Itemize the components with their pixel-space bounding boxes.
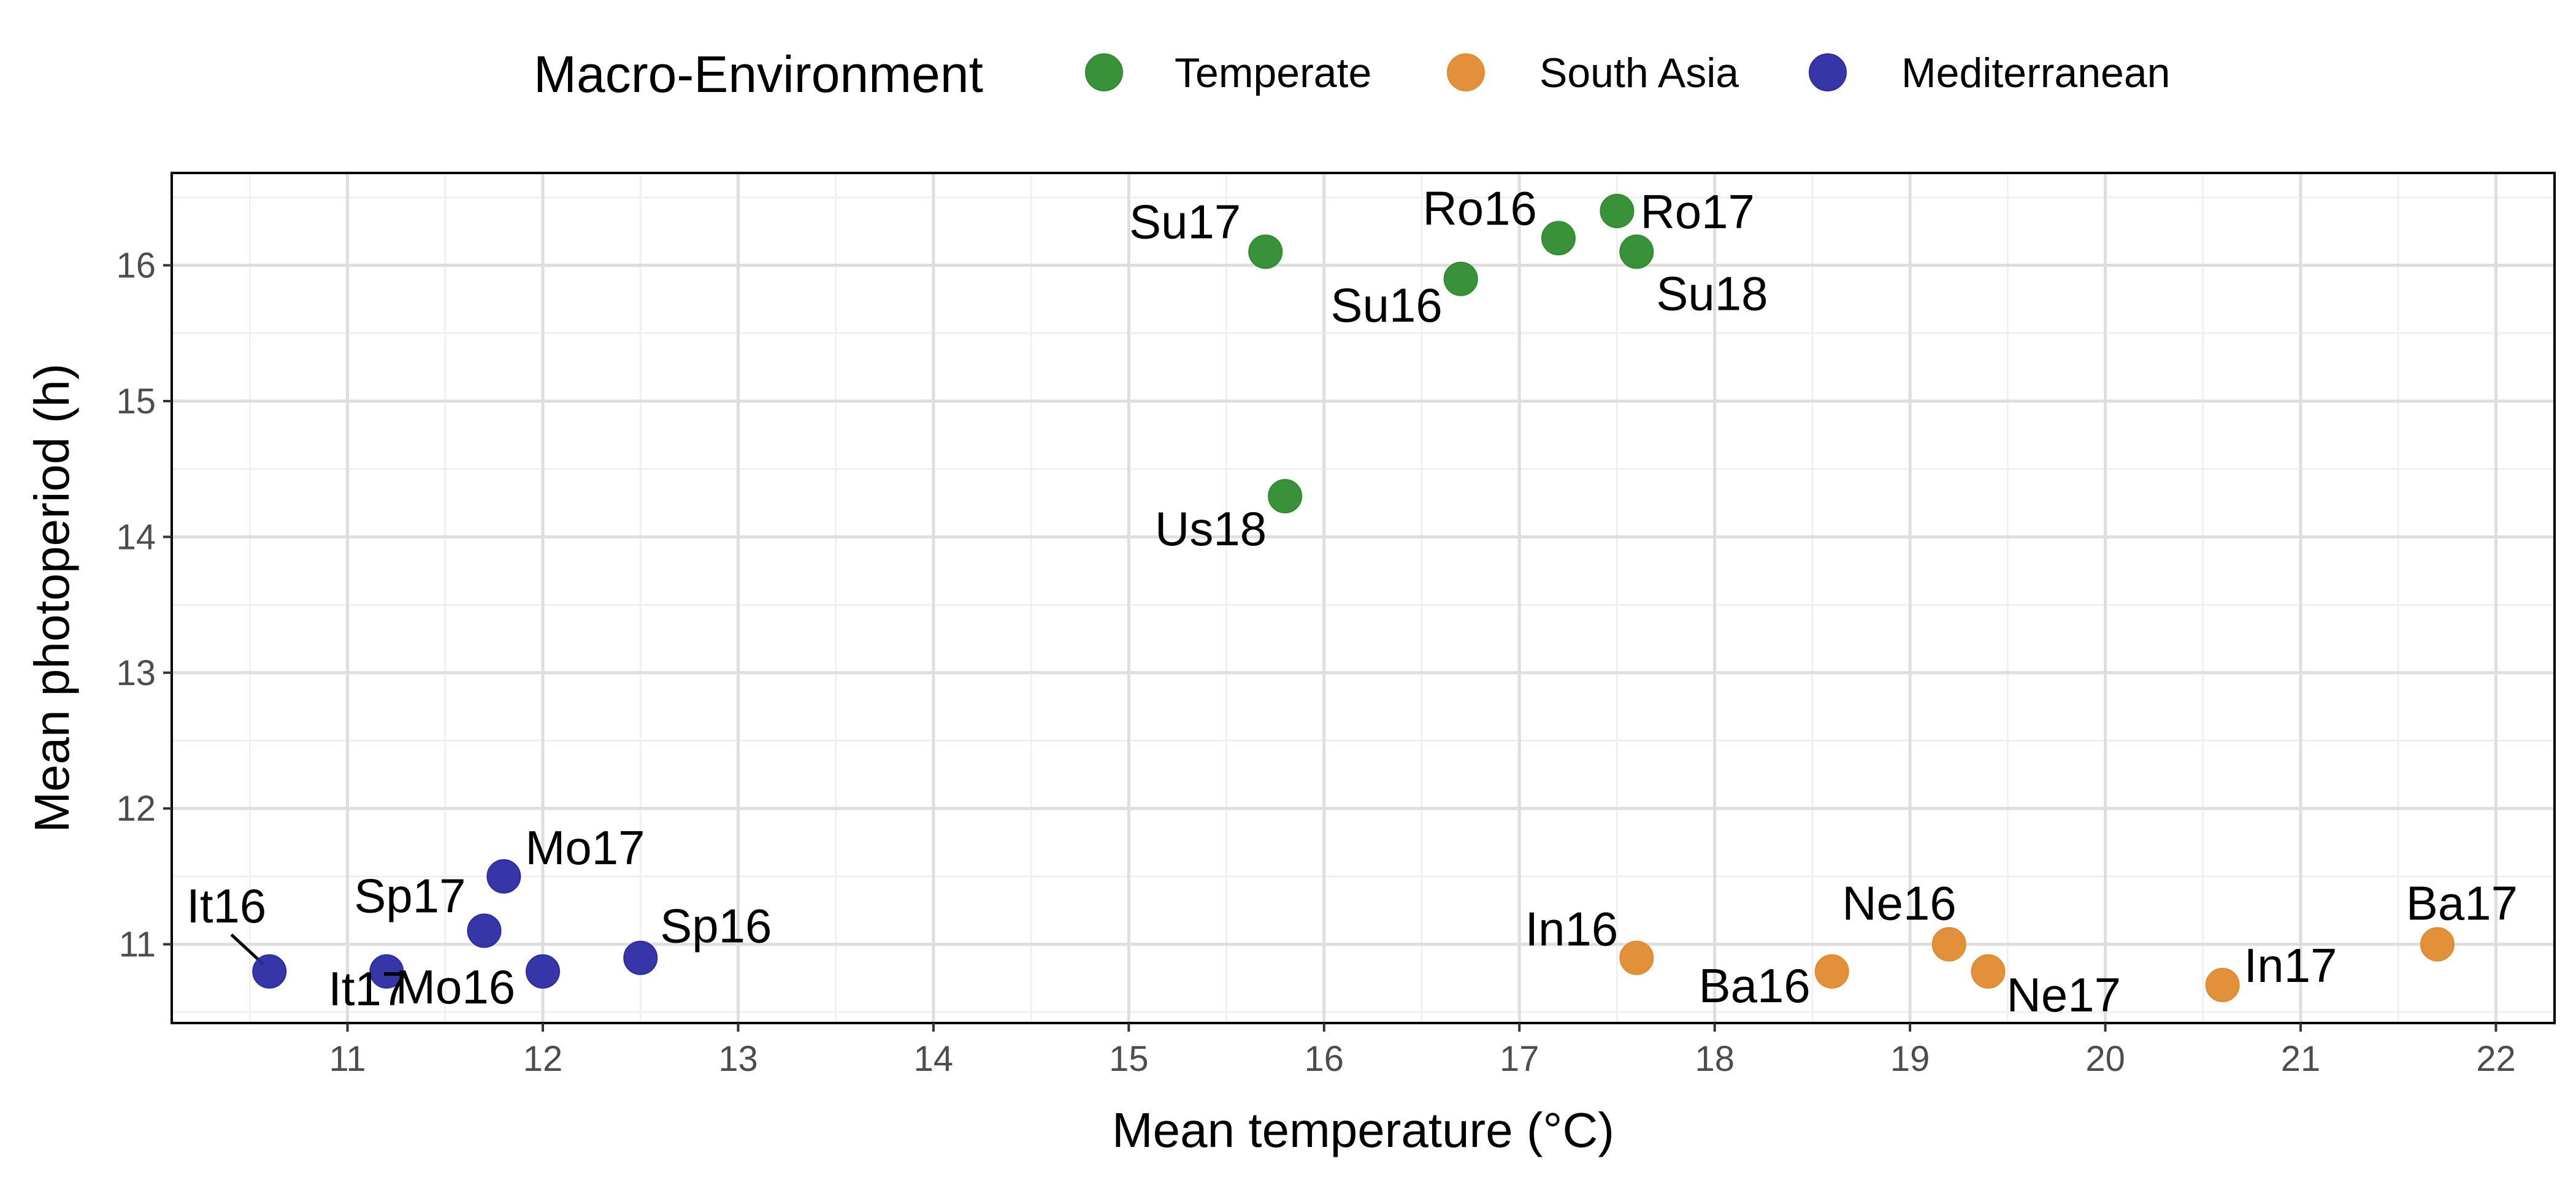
point-label: In17: [2244, 938, 2337, 992]
legend-label: South Asia: [1539, 50, 1739, 96]
legend-title: Macro-Environment: [534, 45, 983, 103]
data-point: [369, 954, 404, 989]
x-axis-title: Mean temperature (°C): [1112, 1103, 1614, 1157]
point-label: Sp16: [660, 899, 772, 953]
x-tick-label: 14: [914, 1039, 954, 1079]
data-point: [2420, 927, 2455, 962]
data-point: [1971, 954, 2006, 989]
point-label: Mo17: [525, 821, 645, 875]
data-point: [467, 913, 502, 948]
x-tick-label: 12: [523, 1039, 563, 1079]
data-point: [623, 940, 658, 975]
data-point: [1814, 954, 1849, 989]
legend: Macro-Environment Temperate South Asia Med…: [534, 45, 2170, 103]
y-axis-title: Mean photoperiod (h): [25, 364, 79, 833]
point-label: Sp17: [354, 868, 466, 922]
x-tick-label: 21: [2281, 1039, 2321, 1079]
point-labels: Su17 Su16 Ro16 Ro17 Su18 Us18 In16 Ba16 Ne16 Ne17…: [186, 181, 2518, 1022]
point-label: Us18: [1155, 502, 1267, 556]
point-label: Ne17: [2007, 968, 2121, 1022]
point-label: Ro17: [1640, 185, 1754, 239]
data-point: [1619, 234, 1654, 269]
data-point: [1443, 261, 1478, 296]
data-point: [1541, 221, 1576, 256]
point-label: Mo16: [396, 960, 515, 1014]
data-point: [1248, 234, 1283, 269]
point-label: Ne16: [1842, 876, 1956, 930]
y-tick-label: 13: [116, 653, 156, 693]
data-point: [1931, 927, 1966, 962]
point-label: Ro16: [1422, 181, 1536, 235]
y-tick-label: 12: [116, 789, 156, 829]
axis-ticks: 11 12 13 14 15 16 17 18 19 20 21 22 11 12 13 14 15 16: [116, 246, 2515, 1079]
data-point: [2205, 968, 2240, 1003]
legend-label: Mediterranean: [1901, 50, 2170, 96]
x-tick-label: 11: [329, 1039, 366, 1079]
plot-panel: [171, 172, 2556, 1024]
legend-swatch: [1809, 53, 1847, 91]
point-label: Su17: [1129, 194, 1241, 248]
legend-swatch: [1447, 53, 1485, 91]
x-tick-label: 18: [1695, 1039, 1735, 1079]
data-point: [526, 954, 561, 989]
grid: [172, 173, 2555, 1023]
y-tick-label: 16: [116, 246, 156, 286]
x-tick-label: 17: [1500, 1039, 1539, 1079]
y-tick-label: 14: [116, 517, 156, 557]
data-points: [252, 193, 2455, 1003]
x-tick-label: 15: [1109, 1039, 1149, 1079]
x-tick-label: 22: [2476, 1039, 2516, 1079]
x-tick-label: 19: [1890, 1039, 1930, 1079]
data-point: [1619, 940, 1654, 975]
legend-swatch: [1085, 53, 1123, 91]
point-label: Su18: [1656, 266, 1768, 320]
point-label: In16: [1525, 902, 1619, 956]
data-point: [1600, 193, 1635, 228]
legend-label: Temperate: [1175, 50, 1371, 96]
y-tick-label: 15: [116, 381, 156, 421]
point-label: It17: [328, 962, 408, 1016]
x-tick-label: 16: [1305, 1039, 1344, 1079]
point-label: Ba17: [2406, 876, 2518, 930]
data-point: [486, 859, 521, 894]
point-label: Su16: [1331, 278, 1443, 332]
data-point: [1268, 478, 1303, 513]
y-tick-label: 11: [119, 925, 156, 965]
x-tick-label: 20: [2085, 1039, 2125, 1079]
point-label: It16: [186, 879, 266, 933]
data-point: [252, 954, 287, 989]
x-tick-label: 13: [718, 1039, 758, 1079]
point-label: Ba16: [1699, 959, 1811, 1013]
